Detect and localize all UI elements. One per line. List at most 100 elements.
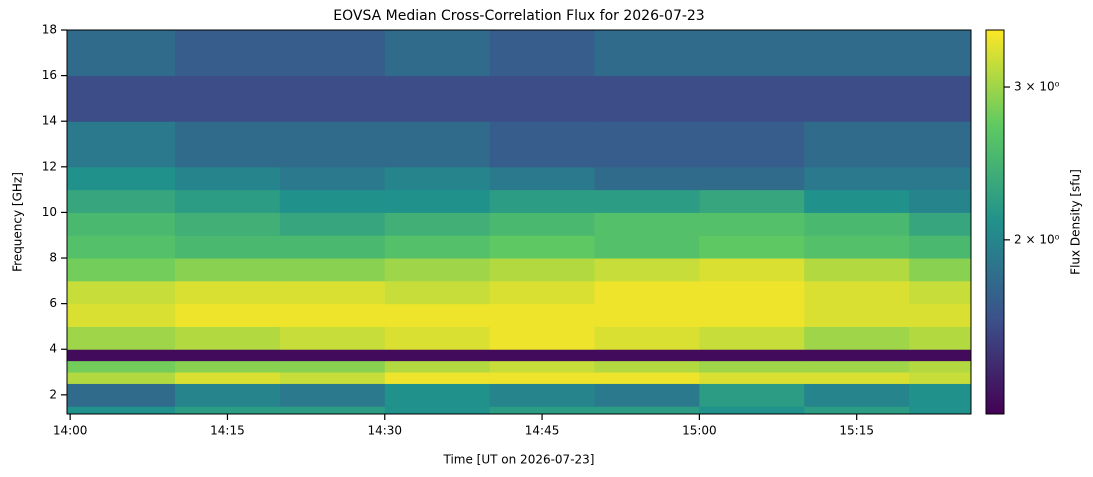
heatmap-cell xyxy=(804,383,910,407)
heatmap-cell xyxy=(279,372,386,384)
y-tick-label: 4 xyxy=(49,342,57,356)
heatmap xyxy=(67,30,972,415)
heatmap-cell xyxy=(384,280,491,305)
heatmap-cell xyxy=(909,406,972,415)
heatmap-cell xyxy=(489,280,596,305)
heatmap-cell xyxy=(67,75,176,122)
heatmap-cell xyxy=(594,349,700,362)
y-tick-label: 14 xyxy=(42,114,57,128)
heatmap-cell xyxy=(384,383,491,407)
heatmap-cell xyxy=(279,75,386,122)
heatmap-cell xyxy=(384,349,491,362)
heatmap-cell xyxy=(384,360,491,373)
heatmap-cell xyxy=(489,166,596,191)
heatmap-cell xyxy=(175,75,281,122)
heatmap-cell xyxy=(699,372,805,384)
heatmap-cell xyxy=(67,303,176,327)
heatmap-cell xyxy=(384,75,491,122)
heatmap-cell xyxy=(909,212,972,236)
heatmap-cell xyxy=(594,121,700,168)
heatmap-cell xyxy=(804,121,910,168)
heatmap-cell xyxy=(489,30,596,77)
x-tick-label: 14:30 xyxy=(367,424,402,438)
heatmap-cell xyxy=(909,235,972,259)
heatmap-cell xyxy=(594,75,700,122)
heatmap-cell xyxy=(175,303,281,327)
x-axis-label: Time [UT on 2026-07-23] xyxy=(443,453,595,467)
heatmap-cell xyxy=(804,372,910,384)
heatmap-cell xyxy=(175,360,281,373)
heatmap-cell xyxy=(384,303,491,327)
heatmap-cell xyxy=(489,406,596,415)
heatmap-cell xyxy=(909,349,972,362)
heatmap-cell xyxy=(67,326,176,350)
x-tick-label: 15:15 xyxy=(839,424,874,438)
heatmap-cell xyxy=(804,303,910,327)
heatmap-cell xyxy=(594,326,700,350)
heatmap-cell xyxy=(279,258,386,282)
heatmap-cell xyxy=(909,303,972,327)
heatmap-cell xyxy=(175,30,281,77)
heatmap-cell xyxy=(175,383,281,407)
heatmap-cell xyxy=(804,212,910,236)
heatmap-cell xyxy=(67,235,176,259)
heatmap-cell xyxy=(804,75,910,122)
heatmap-cell xyxy=(67,121,176,168)
heatmap-cell xyxy=(909,383,972,407)
heatmap-cell xyxy=(804,30,910,77)
heatmap-cell xyxy=(384,121,491,168)
heatmap-cell xyxy=(699,166,805,191)
heatmap-cell xyxy=(909,189,972,213)
heatmap-cell xyxy=(699,235,805,259)
y-tick-label: 2 xyxy=(49,387,57,401)
heatmap-cell xyxy=(175,166,281,191)
heatmap-cell xyxy=(909,75,972,122)
heatmap-cell xyxy=(279,30,386,77)
heatmap-cell xyxy=(699,30,805,77)
y-tick-label: 8 xyxy=(49,251,57,265)
heatmap-cell xyxy=(804,349,910,362)
heatmap-cell xyxy=(489,235,596,259)
heatmap-cell xyxy=(175,235,281,259)
colorbar-tick-label: 3 × 10⁰ xyxy=(1014,80,1060,94)
chart-title: EOVSA Median Cross-Correlation Flux for … xyxy=(333,8,704,24)
colorbar xyxy=(985,29,1005,415)
heatmap-cell xyxy=(804,235,910,259)
heatmap-cell xyxy=(804,166,910,191)
heatmap-cell xyxy=(699,326,805,350)
heatmap-cell xyxy=(804,406,910,415)
heatmap-cell xyxy=(699,280,805,305)
heatmap-cell xyxy=(804,360,910,373)
heatmap-cell xyxy=(699,212,805,236)
heatmap-cell xyxy=(67,406,176,415)
heatmap-cell xyxy=(384,258,491,282)
heatmap-cell xyxy=(699,121,805,168)
heatmap-cell xyxy=(909,121,972,168)
heatmap-cell xyxy=(67,383,176,407)
heatmap-cell xyxy=(594,166,700,191)
heatmap-cell xyxy=(594,189,700,213)
heatmap-cell xyxy=(279,166,386,191)
heatmap-cell xyxy=(279,212,386,236)
x-tick-label: 14:15 xyxy=(210,424,245,438)
heatmap-cell xyxy=(384,30,491,77)
heatmap-cell xyxy=(175,280,281,305)
heatmap-cell xyxy=(804,326,910,350)
heatmap-cell xyxy=(489,372,596,384)
heatmap-cell xyxy=(67,30,176,77)
heatmap-cell xyxy=(699,360,805,373)
y-tick-label: 6 xyxy=(49,296,57,310)
heatmap-cell xyxy=(909,360,972,373)
y-tick-label: 12 xyxy=(42,159,57,173)
heatmap-cell xyxy=(909,372,972,384)
colorbar-label: Flux Density [sfu] xyxy=(1069,169,1083,275)
heatmap-cell xyxy=(594,406,700,415)
heatmap-cell xyxy=(175,212,281,236)
heatmap-cell xyxy=(175,258,281,282)
heatmap-cell xyxy=(175,189,281,213)
heatmap-cell xyxy=(67,280,176,305)
heatmap-cell xyxy=(384,235,491,259)
heatmap-cell xyxy=(699,406,805,415)
heatmap-cell xyxy=(489,360,596,373)
